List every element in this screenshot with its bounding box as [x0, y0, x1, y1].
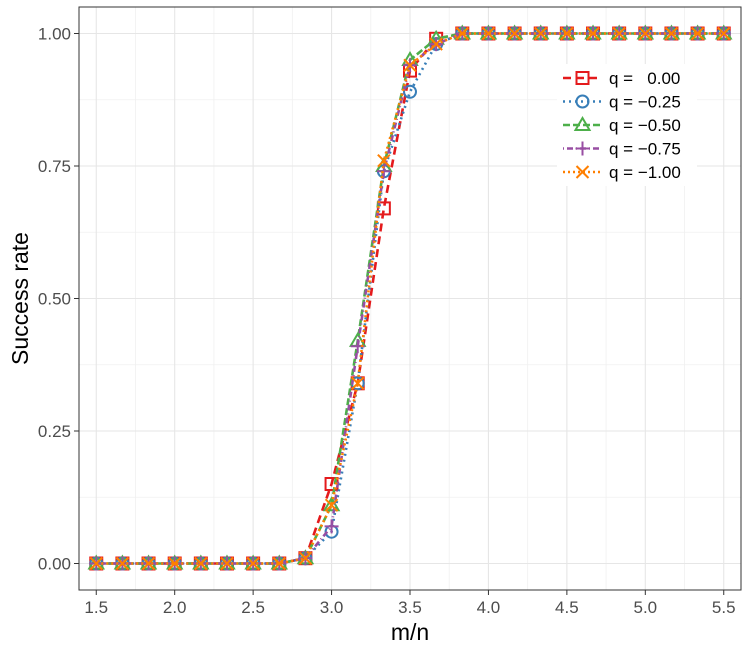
data-point-cross	[664, 26, 679, 41]
x-tick-label: 3.0	[320, 598, 344, 617]
data-point-plus	[575, 141, 590, 156]
data-point-cross	[298, 551, 313, 565]
series-group	[89, 26, 731, 571]
data-point-cross	[481, 26, 496, 41]
y-axis-ticks: 0.00 0.25 0.50 0.75 1.00	[38, 25, 79, 574]
data-point-plus	[324, 519, 339, 534]
x-tick-label: 4.0	[477, 598, 501, 617]
y-axis-title: Success rate	[7, 232, 33, 365]
x-tick-label: 4.5	[555, 598, 579, 617]
legend-label: q = −0.75	[609, 140, 681, 159]
data-point-cross	[455, 26, 469, 41]
data-point-cross	[194, 556, 208, 571]
data-point-cross	[612, 26, 626, 41]
legend-label: q = −0.25	[609, 93, 681, 112]
data-point-cross	[534, 26, 548, 41]
y-tick-label: 1.00	[38, 25, 71, 44]
data-point-cross	[560, 26, 574, 41]
data-point-cross	[115, 556, 130, 571]
data-point-cross	[220, 556, 234, 571]
legend: q = 0.00 q = −0.25 q = −0.50 q = −0.75 q = −…	[557, 64, 697, 186]
data-point-cross	[246, 556, 260, 571]
x-tick-label: 5.0	[633, 598, 657, 617]
x-axis-title: m/n	[391, 619, 429, 645]
data-point-cross	[272, 556, 286, 571]
data-point-cross	[403, 58, 417, 73]
data-point-cross	[638, 26, 653, 41]
y-tick-label: 0.75	[38, 157, 71, 176]
x-tick-label: 1.5	[84, 598, 108, 617]
data-point-cross	[89, 556, 103, 571]
data-point-square	[575, 71, 590, 85]
data-point-cross	[324, 498, 339, 512]
data-point-triangle	[573, 116, 592, 131]
data-point-cross	[586, 26, 600, 41]
data-point-cross	[429, 37, 443, 51]
major-gridlines	[79, 7, 741, 590]
x-tick-label: 2.0	[163, 598, 187, 617]
data-point-cross	[377, 153, 391, 168]
data-point-cross	[690, 26, 705, 41]
y-tick-label: 0.25	[38, 422, 71, 441]
x-tick-label: 3.5	[398, 598, 422, 617]
legend-label: q = −1.00	[609, 163, 681, 182]
y-tick-label: 0.50	[38, 290, 71, 309]
x-axis-ticks: 1.5 2.0 2.5 3.0 3.5 4.0 4.5 5.0 5.5	[84, 590, 736, 617]
data-point-cross	[167, 556, 182, 571]
legend-label: q = 0.00	[609, 69, 680, 88]
data-point-circle	[575, 94, 590, 109]
y-tick-label: 0.00	[38, 555, 71, 574]
data-point-cross	[575, 165, 590, 179]
data-point-cross	[507, 26, 522, 41]
data-point-cross	[717, 26, 731, 41]
data-point-circle	[403, 84, 417, 99]
legend-label: q = −0.50	[609, 116, 681, 135]
data-point-cross	[141, 556, 156, 571]
x-tick-label: 5.5	[712, 598, 736, 617]
data-point-cross	[351, 376, 365, 391]
x-tick-label: 2.5	[241, 598, 265, 617]
series-layer	[87, 24, 733, 571]
